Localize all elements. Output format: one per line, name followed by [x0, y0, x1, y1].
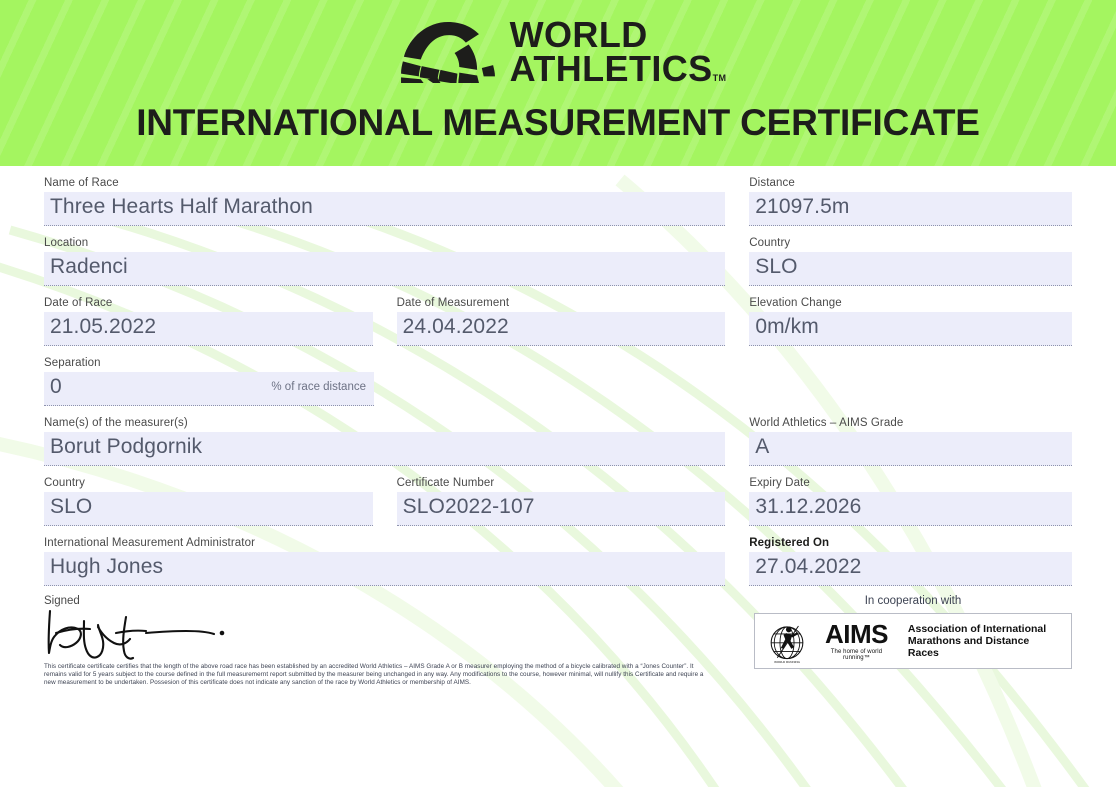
footer-row: Signed This certificate certificate cert… — [44, 595, 1072, 688]
value-country-measurer: SLO — [50, 495, 93, 518]
aims-acronym: AIMS — [824, 619, 888, 649]
input-location[interactable]: Radenci — [44, 252, 726, 286]
field-measurers: Name(s) of the measurer(s) Borut Podgorn… — [44, 417, 726, 466]
field-country-measurer: Country SLO — [44, 477, 373, 526]
value-separation: 0 — [50, 375, 62, 398]
world-athletics-wordmark: WORLD ATHLETICSTM — [509, 14, 727, 89]
disclaimer-text: This certificate certificate certifies t… — [44, 663, 704, 687]
label-certificate-number: Certificate Number — [396, 477, 495, 489]
field-race-name: Name of Race Three Hearts Half Marathon — [44, 177, 726, 226]
input-country-measurer[interactable]: SLO — [44, 492, 373, 526]
field-elevation-change: Elevation Change 0m/km — [749, 297, 1072, 346]
form-row-3: Date of Race 21.05.2022 Date of Measurem… — [44, 286, 1072, 346]
wa-line-1: WORLD — [509, 14, 648, 56]
input-registered-on[interactable]: 27.04.2022 — [749, 552, 1072, 586]
aims-description-line-2: Marathons and Distance Races — [907, 635, 1030, 659]
input-certificate-number[interactable]: SLO2022-107 — [396, 492, 726, 526]
value-race-name: Three Hearts Half Marathon — [50, 195, 313, 218]
suffix-separation-unit: % of race distance — [271, 381, 366, 393]
value-date-of-race: 21.05.2022 — [50, 315, 157, 338]
value-expiry-date: 31.12.2026 — [755, 495, 862, 518]
label-location: Location — [44, 237, 89, 249]
value-grade: A — [755, 435, 770, 458]
value-measurers: Borut Podgornik — [50, 435, 203, 458]
trademark-mark: TM — [712, 73, 727, 83]
aims-description: Association of International Marathons a… — [908, 623, 1061, 659]
aims-globe-runner-icon: WORLD RUNNING — [770, 625, 804, 663]
field-country-race: Country SLO — [749, 237, 1072, 286]
label-country-measurer: Country — [44, 477, 85, 489]
aims-cooperation-block: In cooperation with — [754, 595, 1072, 688]
signature-block: Signed This certificate certificate cert… — [44, 595, 734, 688]
label-expiry-date: Expiry Date — [749, 477, 810, 489]
cooperation-label: In cooperation with — [864, 595, 962, 607]
value-distance: 21097.5m — [755, 195, 850, 218]
form-row-2: Location Radenci Country SLO — [44, 226, 1072, 286]
label-distance: Distance — [749, 177, 795, 189]
header-band: WORLD ATHLETICSTM INTERNATIONAL MEASUREM… — [0, 0, 1116, 166]
form-row-6: Country SLO Certificate Number SLO2022-1… — [44, 466, 1072, 526]
label-date-of-measurement: Date of Measurement — [396, 297, 510, 309]
field-grade: World Athletics – AIMS Grade A — [749, 417, 1072, 466]
input-date-of-race[interactable]: 21.05.2022 — [44, 312, 373, 346]
label-administrator: International Measurement Administrator — [44, 537, 256, 549]
label-elevation-change: Elevation Change — [749, 297, 842, 309]
form-row-5: Name(s) of the measurer(s) Borut Podgorn… — [44, 406, 1072, 466]
input-distance[interactable]: 21097.5m — [749, 192, 1072, 226]
field-date-of-measurement: Date of Measurement 24.04.2022 — [396, 297, 726, 346]
aims-tagline: The home of world running™ — [830, 649, 883, 661]
field-certificate-number: Certificate Number SLO2022-107 — [396, 477, 726, 526]
field-date-of-race: Date of Race 21.05.2022 — [44, 297, 373, 346]
form-row-4: Separation 0 % of race distance — [44, 346, 1072, 406]
value-country-race: SLO — [755, 255, 798, 278]
value-elevation-change: 0m/km — [755, 315, 819, 338]
page-title: INTERNATIONAL MEASUREMENT CERTIFICATE — [136, 102, 980, 143]
value-date-of-measurement: 24.04.2022 — [402, 315, 509, 338]
field-distance: Distance 21097.5m — [749, 177, 1072, 226]
input-elevation-change[interactable]: 0m/km — [749, 312, 1072, 346]
input-race-name[interactable]: Three Hearts Half Marathon — [44, 192, 726, 226]
aims-globe-text: WORLD RUNNING — [774, 660, 801, 663]
certificate-form: Name of Race Three Hearts Half Marathon … — [0, 166, 1116, 586]
aims-description-line-1: Association of International — [907, 623, 1047, 635]
input-expiry-date[interactable]: 31.12.2026 — [749, 492, 1072, 526]
value-administrator: Hugh Jones — [50, 555, 164, 578]
input-separation[interactable]: 0 % of race distance — [44, 372, 374, 406]
world-athletics-logo: WORLD ATHLETICSTM — [0, 0, 1116, 98]
value-location: Radenci — [50, 255, 128, 278]
form-row-7: International Measurement Administrator … — [44, 526, 1072, 586]
input-grade[interactable]: A — [749, 432, 1072, 466]
aims-logo: WORLD RUNNING AIMS The home of world run… — [754, 613, 1072, 669]
header-stripes — [0, 0, 1116, 166]
field-expiry-date: Expiry Date 31.12.2026 — [749, 477, 1072, 526]
input-country-race[interactable]: SLO — [749, 252, 1072, 286]
label-date-of-race: Date of Race — [44, 297, 113, 309]
input-measurers[interactable]: Borut Podgornik — [44, 432, 726, 466]
label-separation: Separation — [44, 357, 101, 369]
wa-line-2: ATHLETICSTM — [509, 48, 727, 89]
input-date-of-measurement[interactable]: 24.04.2022 — [396, 312, 726, 346]
world-athletics-mark-icon — [400, 21, 495, 83]
value-registered-on: 27.04.2022 — [755, 555, 862, 578]
field-separation: Separation 0 % of race distance — [44, 357, 374, 406]
input-administrator[interactable]: Hugh Jones — [44, 552, 726, 586]
label-country-race: Country — [749, 237, 791, 249]
label-registered-on: Registered On — [749, 537, 830, 549]
label-measurers: Name(s) of the measurer(s) — [44, 417, 188, 429]
signature-image — [47, 609, 225, 660]
field-location: Location Radenci — [44, 237, 726, 286]
certificate-footer: Signed This certificate certificate cert… — [0, 595, 1116, 688]
field-registered-on: Registered On 27.04.2022 — [749, 537, 1072, 586]
value-certificate-number: SLO2022-107 — [402, 495, 535, 518]
aims-wordmark: AIMS The home of world running™ — [817, 621, 896, 661]
label-race-name: Name of Race — [44, 177, 119, 189]
form-row-1: Name of Race Three Hearts Half Marathon … — [44, 166, 1072, 226]
field-administrator: International Measurement Administrator … — [44, 537, 726, 586]
label-grade: World Athletics – AIMS Grade — [749, 417, 904, 429]
